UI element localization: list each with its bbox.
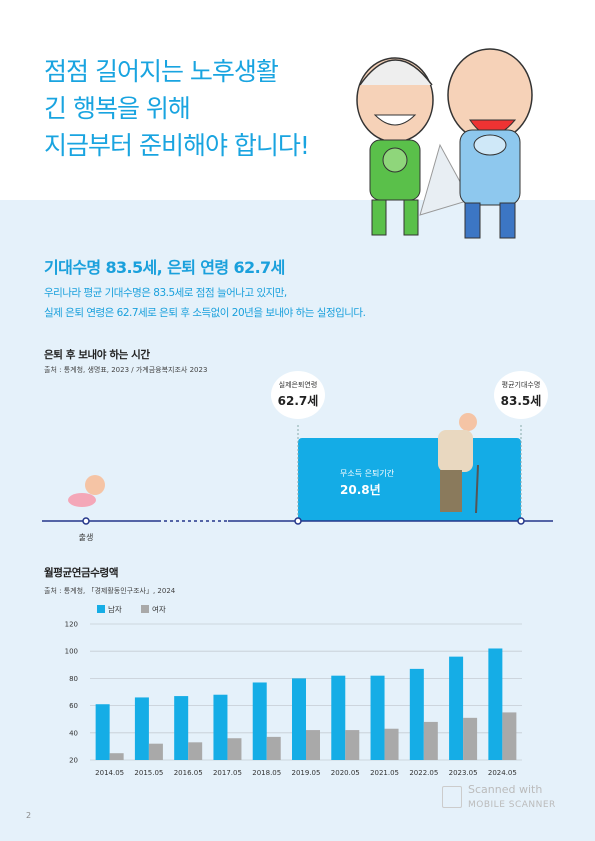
retire-label: 실제은퇴연령 <box>279 380 318 389</box>
title-line: 긴 행복을 위해 <box>44 94 191 123</box>
baby <box>85 475 105 495</box>
scanner-bottom: MOBILE SCANNER <box>468 800 556 810</box>
x-tick-label: 2018.05 <box>252 769 281 777</box>
bar <box>266 736 281 760</box>
bar <box>134 697 149 760</box>
bar <box>463 717 478 760</box>
bubble <box>271 371 325 419</box>
y-tick-label: 120 <box>65 621 78 629</box>
bar <box>345 730 360 760</box>
bar <box>306 730 320 760</box>
bubble <box>494 371 548 419</box>
timeline: 실제은퇴연령 62.7세 평균기대수명 83.5세 무소득 은퇴기간 20.8년… <box>42 371 553 542</box>
y-tick-label: 80 <box>69 675 78 683</box>
timeline-source: 출처 : 통계청, 생명표, 2023 / 가계금융복지조사 2023 <box>44 366 208 374</box>
timeline-dot <box>294 517 302 525</box>
scanner-top: Scanned with <box>468 783 543 796</box>
x-tick-label: 2017.05 <box>213 769 242 777</box>
bar <box>423 721 438 760</box>
timeline-dot <box>82 517 90 525</box>
baby <box>68 493 96 507</box>
bar <box>252 682 267 760</box>
bar <box>370 675 385 760</box>
bar <box>148 743 163 760</box>
chart-source: 출처 : 통계청, 「경제활동인구조사」, 2024 <box>44 587 176 595</box>
bar <box>449 656 464 760</box>
timeline-title: 은퇴 후 보내야 하는 시간 <box>44 349 150 361</box>
period-value: 20.8년 <box>340 483 381 497</box>
old-man <box>459 413 477 431</box>
bar <box>331 675 346 760</box>
bar <box>384 728 399 760</box>
y-tick-label: 60 <box>69 702 78 710</box>
x-tick-label: 2022.05 <box>409 769 438 777</box>
bar <box>174 696 189 760</box>
illustration <box>356 48 533 239</box>
title-line: 점점 길어지는 노후생활 <box>44 57 279 86</box>
body-line: 실제 은퇴 연령은 62.7세로 은퇴 후 소득없이 20년을 보내야 하는 실… <box>44 307 366 319</box>
title-line: 지금부터 준비해야 합니다! <box>44 131 310 160</box>
chart: 남자 여자 20 40 60 80 100 120 2014.05 2015.05 2016.05 2… <box>65 604 522 777</box>
bar <box>109 753 124 760</box>
bar <box>95 704 110 760</box>
x-tick-label: 2021.05 <box>370 769 399 777</box>
cane <box>475 464 479 514</box>
y-tick-label: 100 <box>65 648 78 656</box>
section-heading: 기대수명 83.5세, 은퇴 연령 62.7세 <box>44 258 285 277</box>
x-tick-label: 2020.05 <box>331 769 360 777</box>
birth-label: 출생 <box>79 532 94 542</box>
body-line: 우리나라 평균 기대수명은 83.5세로 점점 늘어나고 있지만, <box>44 287 287 299</box>
legend-label: 남자 <box>108 605 122 614</box>
bar <box>227 738 242 760</box>
scanner-icon <box>442 786 462 808</box>
period-label: 무소득 은퇴기간 <box>340 468 395 478</box>
x-tick-label: 2024.05 <box>488 769 517 777</box>
bar <box>188 742 203 760</box>
period-box <box>298 438 521 521</box>
retire-value: 62.7세 <box>278 393 319 408</box>
life-value: 83.5세 <box>501 393 542 408</box>
bar <box>488 648 503 760</box>
life-label: 평균기대수명 <box>502 380 541 389</box>
page-number: 2 <box>26 811 32 820</box>
legend-swatch <box>97 605 105 613</box>
y-tick-label: 40 <box>69 729 78 737</box>
x-tick-label: 2023.05 <box>449 769 478 777</box>
x-tick-label: 2014.05 <box>95 769 124 777</box>
bar <box>292 678 306 760</box>
x-tick-label: 2015.05 <box>134 769 163 777</box>
bar <box>409 668 424 760</box>
legend-label: 여자 <box>152 604 166 614</box>
x-tick-label: 2019.05 <box>292 769 321 777</box>
timeline-dot <box>517 517 525 525</box>
chart-title: 월평균연금수령액 <box>44 567 119 579</box>
old-man <box>440 470 462 512</box>
legend-swatch <box>141 605 149 613</box>
old-man <box>438 430 473 472</box>
x-tick-label: 2016.05 <box>174 769 203 777</box>
bar <box>502 712 517 760</box>
bar <box>213 694 228 760</box>
y-tick-label: 20 <box>69 757 78 765</box>
